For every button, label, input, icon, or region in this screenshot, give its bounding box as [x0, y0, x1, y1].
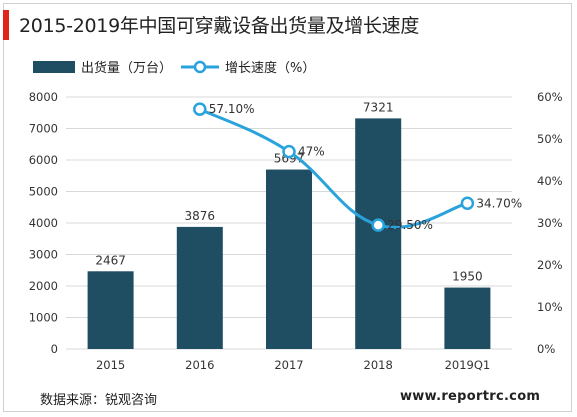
y-right-tick-label: 60%: [537, 90, 563, 104]
growth-data-label: 47%: [298, 145, 325, 159]
bar: [87, 271, 134, 349]
legend-bar-label: 出货量（万台）: [81, 60, 172, 76]
y-left-tick-label: 5000: [29, 185, 58, 199]
bar: [444, 287, 491, 349]
y-left-tick-label: 1000: [29, 311, 58, 325]
x-tick-label: 2018: [364, 358, 393, 372]
growth-marker: [460, 196, 475, 211]
x-tick-label: 2016: [185, 358, 214, 372]
chart-frame: [3, 3, 572, 412]
bar: [266, 169, 312, 349]
y-right-tick-label: 10%: [537, 300, 563, 314]
growth-marker: [371, 218, 385, 232]
y-right-tick-label: 40%: [537, 174, 563, 188]
bar-data-label: 5697: [274, 152, 305, 166]
x-tick-label: 2019Q1: [445, 358, 491, 372]
source-note: 数据来源：锐观咨询: [40, 393, 158, 408]
growth-data-label: 57.10%: [209, 102, 255, 116]
bar-data-label: 1950: [452, 270, 483, 284]
bar-data-label: 7321: [363, 100, 394, 114]
bar: [176, 226, 223, 349]
chart-title: 2015-2019年中国可穿戴设备出货量及增长速度: [19, 15, 420, 37]
y-right-tick-label: 20%: [537, 258, 563, 272]
y-left-tick-label: 6000: [29, 153, 58, 167]
y-left-tick-label: 8000: [29, 90, 58, 104]
y-left-tick-label: 2000: [29, 279, 58, 293]
website-label: www.reportrc.com: [400, 389, 541, 404]
growth-line: [199, 107, 468, 229]
growth-data-label: 34.70%: [476, 196, 522, 210]
bar-data-label: 3876: [185, 209, 216, 223]
y-left-tick-label: 4000: [29, 216, 58, 230]
y-left-tick-label: 3000: [29, 248, 58, 262]
legend-line-marker: [193, 60, 207, 74]
x-tick-label: 2017: [274, 358, 303, 372]
bar-data-label: 2467: [95, 253, 126, 267]
y-right-tick-label: 50%: [537, 132, 563, 146]
growth-marker: [193, 102, 207, 116]
legend-line-label: 增长速度（%）: [225, 60, 315, 76]
growth-data-label: 29.50%: [387, 218, 433, 232]
y-right-tick-label: 30%: [537, 216, 563, 230]
y-left-tick-label: 0: [51, 342, 58, 356]
legend-bar-swatch: [33, 61, 75, 73]
x-tick-label: 2015: [96, 358, 125, 372]
title-accent-bar: [3, 10, 9, 40]
growth-marker: [282, 144, 296, 159]
y-left-tick-label: 7000: [29, 122, 58, 136]
y-right-tick-label: 0%: [537, 342, 555, 356]
bar: [355, 118, 402, 350]
